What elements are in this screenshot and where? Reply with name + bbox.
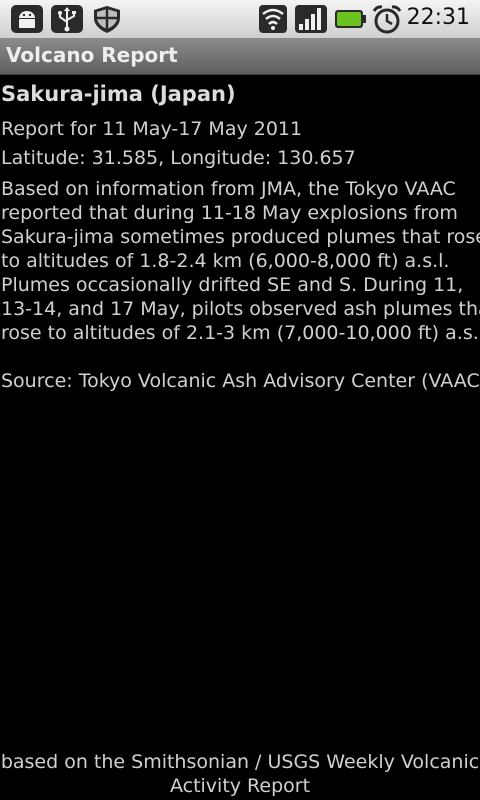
status-time: 22:31 [406, 5, 470, 30]
attribution-line: based on the Smithsonian / USGS Weekly V… [0, 751, 480, 773]
report-body-line: to altitudes of 1.8-2.4 km (6,000-8,000 … [1, 250, 450, 272]
report-body-line: Based on information from JMA, the Tokyo… [1, 178, 456, 200]
wifi-icon [258, 4, 288, 34]
report-body-line: reported that during 11-18 May explosion… [1, 202, 458, 224]
status-bar: 22:31 [0, 0, 480, 38]
alarm-clock-icon [371, 4, 403, 34]
report-body-line: 13-14, and 17 May, pilots observed ash p… [1, 298, 480, 320]
report-body-line: Sakura-jima sometimes produced plumes th… [1, 226, 480, 248]
title-bar: Volcano Report [0, 38, 480, 75]
attribution-footer: based on the Smithsonian / USGS Weekly V… [0, 750, 480, 798]
report-body: Based on information from JMA, the Tokyo… [1, 177, 480, 345]
signal-icon [294, 4, 328, 34]
report-body-line: rose to altitudes of 2.1-3 km (7,000-10,… [1, 322, 480, 344]
battery-icon [333, 4, 367, 34]
report-source: Source: Tokyo Volcanic Ash Advisory Cent… [1, 370, 480, 392]
report-body-line: Plumes occasionally drifted SE and S. Du… [1, 274, 464, 296]
shield-icon [90, 4, 124, 34]
attribution-line: Activity Report [169, 775, 311, 797]
app-title: Volcano Report [6, 43, 178, 67]
volcano-name: Sakura-jima (Japan) [1, 82, 236, 106]
coordinates: Latitude: 31.585, Longitude: 130.657 [1, 147, 356, 169]
android-debug-icon [10, 4, 44, 34]
usb-icon [50, 4, 84, 34]
report-period: Report for 11 May-17 May 2011 [1, 118, 303, 140]
